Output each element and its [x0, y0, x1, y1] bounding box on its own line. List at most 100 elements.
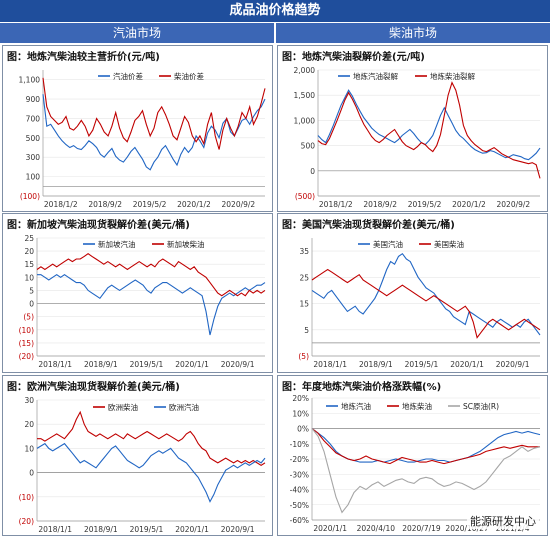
y-tick-label: 10 [24, 273, 34, 282]
legend-label: 地炼柴油裂解 [430, 71, 475, 81]
x-tick-label: 2018/1/1 [38, 525, 72, 534]
x-tick-label: 2020/1/2 [452, 200, 486, 209]
y-tick-label: (10) [19, 326, 34, 335]
y-tick-label: (15) [19, 339, 34, 348]
watermark: 能源研发中心 [467, 513, 539, 529]
series-line [311, 428, 540, 465]
y-tick-label: 700 [26, 114, 41, 123]
x-tick-label: 2018/1/2 [319, 200, 353, 209]
y-tick-label: 20% [292, 394, 309, 403]
y-tick-label: 0 [29, 300, 34, 309]
chart-panel-singapore-crack: 图：新加坡汽柴油现货裂解价差(美元/桶) (20) (15) (10) (5) 0 5 10… [2, 213, 273, 373]
y-tick-label: 0% [297, 425, 309, 434]
x-tick-label: 2019/5/1 [405, 360, 439, 369]
legend-label: 地炼汽油 [341, 401, 371, 411]
chart-panel-us-crack: 图：美国汽柴油现货裂解价差(美元/桶) (5) 5 15 25 35 2018/1/1 20… [277, 213, 548, 373]
legend-label: 美国汽油 [373, 239, 403, 249]
x-tick-label: 2020/7/19 [402, 524, 441, 533]
x-tick-label: 2020/1/1 [313, 524, 347, 533]
y-tick-label: (20) [19, 517, 34, 526]
x-tick-label: 2019/5/1 [130, 525, 164, 534]
legend-label: 汽油价差 [113, 71, 143, 81]
page-title: 成品油价格趋势 [0, 0, 550, 22]
legend-label: 地炼柴油 [402, 401, 432, 411]
series-line [311, 428, 541, 463]
series-line [37, 410, 266, 466]
y-tick-label: 25 [299, 273, 309, 282]
legend-label: 美国柴油 [434, 239, 464, 249]
y-tick-label: 500 [301, 142, 316, 151]
series-line [42, 77, 266, 150]
y-tick-label: 500 [26, 134, 41, 143]
x-tick-label: 2020/9/2 [222, 200, 256, 209]
x-tick-label: 2020/9/2 [497, 200, 531, 209]
series-line [37, 274, 266, 336]
diesel-market-header: 柴油市场 [276, 23, 550, 43]
y-tick-label: 25 [24, 234, 34, 243]
y-tick-label: 20 [24, 420, 34, 429]
y-tick-label: 5 [29, 286, 34, 295]
y-tick-label: 30 [24, 396, 34, 405]
y-tick-label: 10 [24, 444, 34, 453]
chart-title: 图：地炼汽柴油较主营折价(元/吨) [7, 52, 160, 63]
chart-panel-refinery-discount: 图：地炼汽柴油较主营折价(元/吨) (100) 100 300 500 700 900 1,… [2, 45, 273, 212]
chart-title: 图：新加坡汽柴油现货裂解价差(美元/桶) [7, 220, 190, 231]
chart-svg: -60% -50% -40% -30% -20% -10% 0% 10% 20% 2020/1/1… [290, 394, 541, 533]
y-tick-label: 15 [24, 260, 34, 269]
x-tick-label: 2018/1/1 [313, 360, 347, 369]
x-tick-label: 2019/5/2 [133, 200, 167, 209]
y-tick-label: (5) [23, 313, 34, 322]
legend-label: 欧洲汽油 [169, 402, 199, 412]
series-line [36, 442, 266, 503]
chart-panel-europe-crack: 图：欧洲汽柴油现货裂解价差(美元/桶) (20) (10) 0 10 20 30 2018/… [2, 375, 273, 536]
series-line [311, 252, 541, 336]
y-tick-label: 1,500 [294, 91, 316, 100]
chart-panel-refinery-crack: 图：地炼汽柴油裂解价差(元/吨) (500) 0 500 1,000 1,500 2,00… [277, 45, 548, 212]
chart-svg: (500) 0 500 1,000 1,500 2,000 2018/1/2 2018/9/2… [294, 66, 541, 209]
y-tick-label: -10% [290, 440, 309, 449]
x-tick-label: 2020/4/10 [357, 524, 396, 533]
y-tick-label: 900 [26, 95, 41, 104]
series-line [311, 268, 541, 339]
x-tick-label: 2020/9/1 [496, 360, 530, 369]
y-tick-label: -30% [290, 470, 309, 479]
x-tick-label: 2020/1/1 [175, 360, 209, 369]
y-tick-label: -50% [290, 501, 309, 510]
y-tick-label: (10) [19, 493, 34, 502]
legend-label: 地炼汽油裂解 [353, 71, 398, 81]
y-tick-label: (20) [19, 352, 34, 361]
series-line [317, 89, 541, 161]
legend-label: 新加坡汽油 [98, 239, 136, 249]
x-tick-label: 2018/1/1 [38, 360, 72, 369]
x-tick-label: 2018/9/2 [363, 200, 397, 209]
chart-svg: (5) 5 15 25 35 2018/1/1 2018/9/1 2019/5/1 2020/1… [298, 238, 541, 369]
legend-label: SC原油(R) [463, 401, 499, 411]
chart-title: 图：年度地炼汽柴油价格涨跌幅(%) [282, 382, 442, 393]
y-tick-label: 1,000 [294, 116, 316, 125]
legend-label: 柴油价差 [174, 71, 204, 81]
y-tick-label: 35 [299, 247, 309, 256]
x-tick-label: 2018/9/1 [84, 525, 118, 534]
y-tick-label: 5 [304, 326, 309, 335]
y-tick-label: (100) [20, 192, 40, 201]
x-tick-label: 2018/9/1 [359, 360, 393, 369]
y-tick-label: 15 [299, 300, 309, 309]
chart-svg: (100) 100 300 500 700 900 1,100 2018/1/2 2018/9/… [19, 70, 266, 209]
y-tick-label: -20% [290, 455, 309, 464]
y-tick-label: -60% [290, 516, 309, 525]
chart-title: 图：地炼汽柴油裂解价差(元/吨) [282, 52, 425, 63]
chart-panel-annual-change: 图：年度地炼汽柴油价格涨跌幅(%) -60% -50% -40% -30% -20% -1… [277, 375, 548, 536]
x-tick-label: 2020/1/2 [177, 200, 211, 209]
gasoline-market-header: 汽油市场 [0, 23, 274, 43]
chart-title: 图：欧洲汽柴油现货裂解价差(美元/桶) [7, 382, 180, 393]
series-line [36, 253, 266, 297]
y-tick-label: (5) [298, 352, 309, 361]
series-line [42, 94, 266, 171]
y-tick-label: -40% [290, 486, 309, 495]
x-tick-label: 2020/1/1 [450, 360, 484, 369]
series-line [311, 428, 541, 514]
chart-title: 图：美国汽柴油现货裂解价差(美元/桶) [282, 220, 455, 231]
x-tick-label: 2018/1/2 [44, 200, 78, 209]
y-tick-label: (500) [295, 192, 315, 201]
